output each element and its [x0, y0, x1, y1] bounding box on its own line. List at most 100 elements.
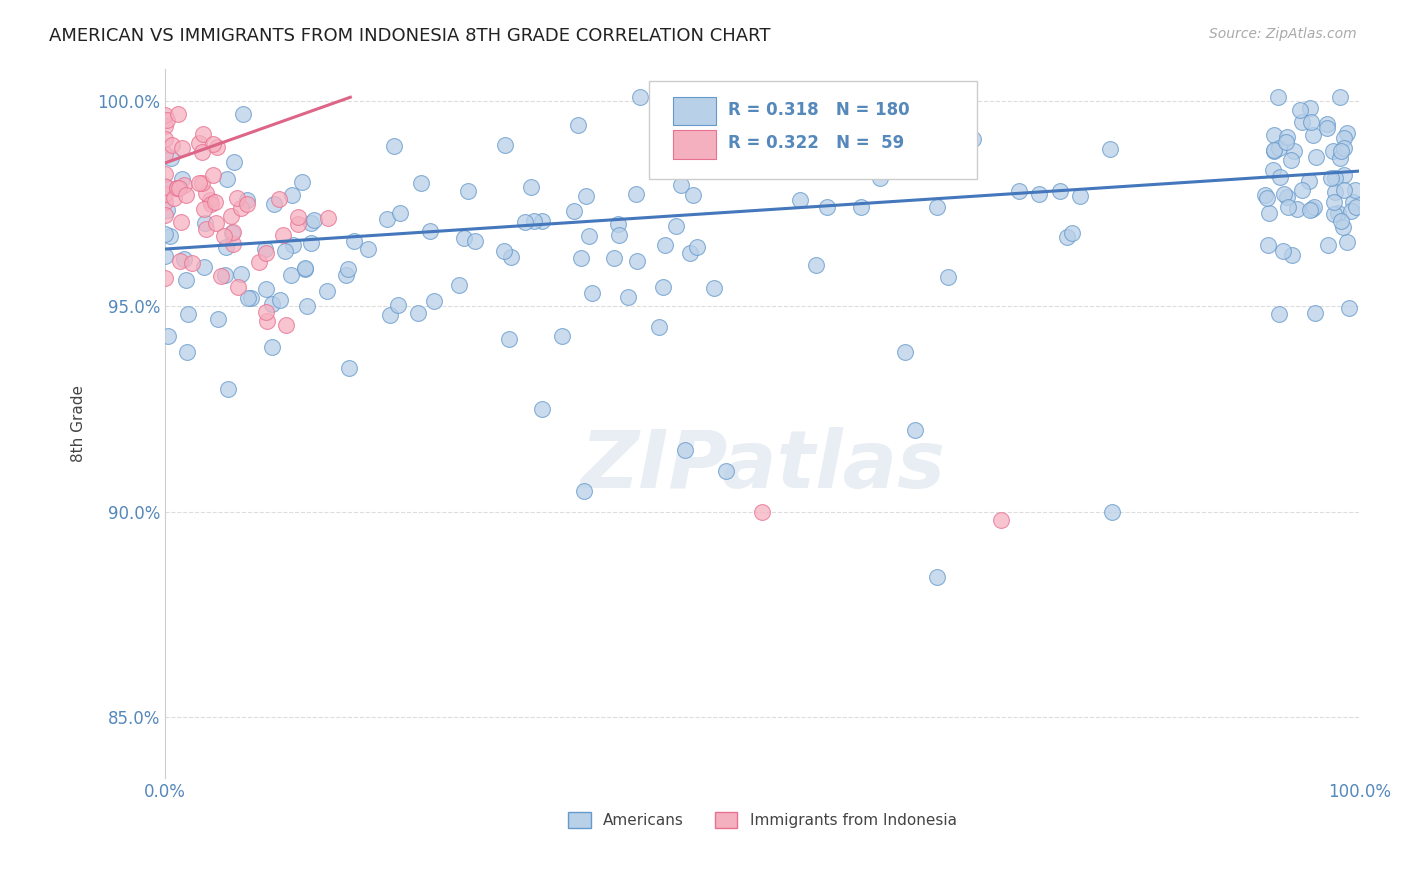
FancyBboxPatch shape [673, 97, 716, 125]
Point [172, 172, 194, 186]
Point [1316, 121, 1339, 136]
Point [748, 153, 770, 167]
Point [280, 268, 302, 282]
Point [193, 202, 215, 217]
Point [686, 239, 709, 253]
Point [299, 235, 322, 250]
Point [1285, 202, 1308, 216]
Point [1268, 307, 1291, 321]
Point [202, 168, 225, 182]
Point [1275, 130, 1298, 145]
Point [813, 123, 835, 137]
Point [628, 90, 651, 104]
Point [1336, 126, 1358, 140]
Point [254, 246, 277, 260]
Point [869, 171, 891, 186]
Point [176, 345, 198, 359]
Point [1323, 171, 1346, 186]
Point [1305, 306, 1327, 320]
Point [501, 250, 523, 264]
Point [936, 270, 959, 285]
Point [1256, 191, 1278, 205]
Point [343, 234, 366, 248]
Point [925, 200, 948, 214]
Point [409, 176, 432, 190]
Point [1329, 90, 1351, 104]
Point [1343, 194, 1365, 209]
Point [520, 180, 543, 194]
Point [1330, 144, 1353, 158]
Point [287, 217, 309, 231]
Point [1008, 185, 1031, 199]
Point [1291, 183, 1313, 197]
Point [215, 239, 238, 253]
Point [294, 260, 316, 275]
Point [1333, 183, 1355, 197]
Point [1275, 136, 1298, 150]
Point [607, 227, 630, 242]
Point [155, 108, 177, 122]
FancyBboxPatch shape [650, 80, 977, 178]
Point [271, 228, 294, 243]
Point [198, 193, 221, 207]
Point [665, 219, 688, 233]
Point [260, 341, 283, 355]
Point [679, 246, 702, 260]
Point [222, 226, 245, 240]
Point [263, 197, 285, 211]
Point [607, 217, 630, 231]
Point [159, 229, 181, 244]
Point [173, 252, 195, 266]
Point [229, 201, 252, 215]
Point [205, 216, 228, 230]
Point [191, 145, 214, 160]
Point [195, 186, 218, 200]
Point [191, 127, 214, 141]
Point [155, 194, 177, 209]
Point [1272, 187, 1295, 202]
Point [155, 249, 177, 263]
Point [316, 284, 339, 298]
Point [187, 136, 209, 150]
Point [170, 215, 193, 229]
Point [204, 195, 226, 210]
Point [254, 242, 277, 256]
Point [1298, 174, 1320, 188]
Point [156, 329, 179, 343]
Point [1299, 202, 1322, 217]
Point [235, 193, 257, 207]
Point [1330, 214, 1353, 228]
Point [550, 329, 572, 343]
Point [575, 189, 598, 203]
Point [1339, 301, 1361, 315]
Point [904, 423, 927, 437]
Point [603, 252, 626, 266]
Point [789, 193, 811, 207]
Point [267, 192, 290, 206]
Text: R = 0.318   N = 180: R = 0.318 N = 180 [728, 101, 910, 119]
Point [202, 136, 225, 151]
Point [173, 178, 195, 192]
Point [193, 260, 215, 275]
Point [1303, 200, 1326, 214]
Point [276, 318, 298, 333]
FancyBboxPatch shape [673, 130, 716, 159]
Point [225, 191, 247, 205]
Point [648, 320, 671, 334]
Text: Source: ZipAtlas.com: Source: ZipAtlas.com [1209, 27, 1357, 41]
Point [1329, 151, 1351, 165]
Point [167, 181, 190, 195]
Point [1069, 188, 1091, 202]
Point [1331, 220, 1354, 235]
Point [155, 186, 177, 201]
Point [163, 190, 186, 204]
Point [804, 258, 827, 272]
Point [291, 176, 314, 190]
Point [651, 280, 673, 294]
Text: R = 0.322   N =  59: R = 0.322 N = 59 [728, 134, 904, 152]
Point [457, 184, 479, 198]
Point [219, 209, 242, 223]
Point [294, 261, 316, 276]
Point [673, 443, 696, 458]
Point [578, 228, 600, 243]
